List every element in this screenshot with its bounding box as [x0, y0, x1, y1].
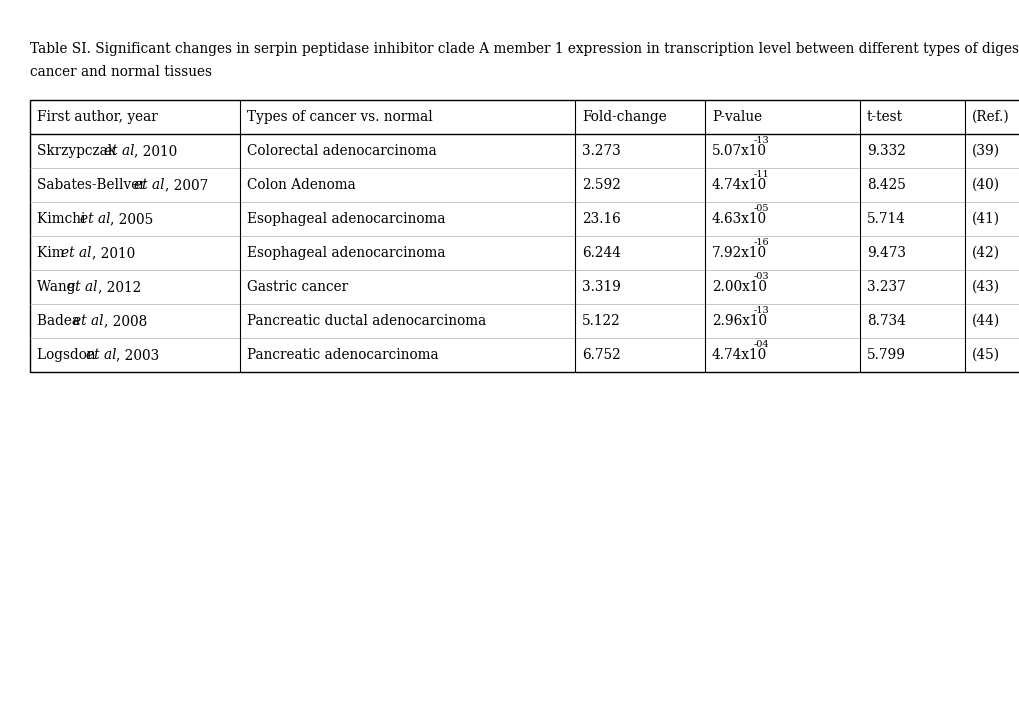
Text: (44): (44)	[971, 314, 1000, 328]
Text: t-test: t-test	[866, 110, 902, 124]
Text: 4.74x10: 4.74x10	[711, 178, 766, 192]
Text: -13: -13	[752, 136, 768, 145]
Text: -05: -05	[752, 204, 768, 213]
Text: et al: et al	[104, 144, 135, 158]
Text: et al: et al	[135, 178, 164, 192]
Text: -13: -13	[752, 306, 768, 315]
Text: et al: et al	[61, 246, 92, 260]
Text: 2.00x10: 2.00x10	[711, 280, 766, 294]
Text: Colon Adenoma: Colon Adenoma	[247, 178, 356, 192]
Text: Logsdon: Logsdon	[37, 348, 100, 362]
Text: Kimchi: Kimchi	[37, 212, 90, 226]
Text: -04: -04	[752, 341, 768, 349]
Text: 5.799: 5.799	[866, 348, 905, 362]
Bar	[30, 100, 1019, 372]
Text: et al: et al	[73, 314, 104, 328]
Text: Gastric cancer: Gastric cancer	[247, 280, 347, 294]
Text: First author, year: First author, year	[37, 110, 158, 124]
Text: , 2010: , 2010	[92, 246, 135, 260]
Text: -03: -03	[752, 272, 768, 282]
Text: -16: -16	[752, 238, 768, 247]
Text: (41): (41)	[971, 212, 1000, 226]
Text: Skrzypczak: Skrzypczak	[37, 144, 120, 158]
Text: Fold-change: Fold-change	[582, 110, 666, 124]
Text: Pancreatic ductal adenocarcinoma: Pancreatic ductal adenocarcinoma	[247, 314, 486, 328]
Text: , 2010: , 2010	[135, 144, 177, 158]
Text: 3.237: 3.237	[866, 280, 905, 294]
Text: 8.734: 8.734	[866, 314, 905, 328]
Text: et al: et al	[67, 280, 98, 294]
Text: , 2003: , 2003	[116, 348, 159, 362]
Text: et al: et al	[86, 348, 116, 362]
Text: Pancreatic adenocarcinoma: Pancreatic adenocarcinoma	[247, 348, 438, 362]
Text: et al: et al	[79, 212, 110, 226]
Text: , 2007: , 2007	[164, 178, 208, 192]
Text: Esophageal adenocarcinoma: Esophageal adenocarcinoma	[247, 246, 445, 260]
Text: P-value: P-value	[711, 110, 761, 124]
Text: -11: -11	[752, 171, 768, 179]
Text: Types of cancer vs. normal: Types of cancer vs. normal	[247, 110, 432, 124]
Text: cancer and normal tissues: cancer and normal tissues	[30, 65, 212, 79]
Text: 3.273: 3.273	[582, 144, 621, 158]
Text: 5.714: 5.714	[866, 212, 905, 226]
Text: , 2012: , 2012	[98, 280, 141, 294]
Text: Table SI. Significant changes in serpin peptidase inhibitor clade A member 1 exp: Table SI. Significant changes in serpin …	[30, 42, 1019, 56]
Text: (43): (43)	[971, 280, 1000, 294]
Text: 4.63x10: 4.63x10	[711, 212, 766, 226]
Text: (45): (45)	[971, 348, 1000, 362]
Text: 9.332: 9.332	[866, 144, 905, 158]
Text: , 2005: , 2005	[110, 212, 153, 226]
Text: (39): (39)	[971, 144, 1000, 158]
Text: (Ref.): (Ref.)	[971, 110, 1009, 124]
Text: 6.244: 6.244	[582, 246, 621, 260]
Text: 2.592: 2.592	[582, 178, 621, 192]
Text: 9.473: 9.473	[866, 246, 905, 260]
Text: , 2008: , 2008	[104, 314, 147, 328]
Text: (42): (42)	[971, 246, 1000, 260]
Text: Kim: Kim	[37, 246, 69, 260]
Text: Badea: Badea	[37, 314, 85, 328]
Text: 8.425: 8.425	[866, 178, 905, 192]
Text: 5.122: 5.122	[582, 314, 621, 328]
Text: (40): (40)	[971, 178, 1000, 192]
Text: 4.74x10: 4.74x10	[711, 348, 766, 362]
Text: Esophageal adenocarcinoma: Esophageal adenocarcinoma	[247, 212, 445, 226]
Text: Wang: Wang	[37, 280, 79, 294]
Text: 5.07x10: 5.07x10	[711, 144, 766, 158]
Text: 23.16: 23.16	[582, 212, 621, 226]
Text: 3.319: 3.319	[582, 280, 621, 294]
Text: 6.752: 6.752	[582, 348, 621, 362]
Text: Sabates-Bellver: Sabates-Bellver	[37, 178, 150, 192]
Text: Colorectal adenocarcinoma: Colorectal adenocarcinoma	[247, 144, 436, 158]
Text: 7.92x10: 7.92x10	[711, 246, 766, 260]
Text: 2.96x10: 2.96x10	[711, 314, 766, 328]
